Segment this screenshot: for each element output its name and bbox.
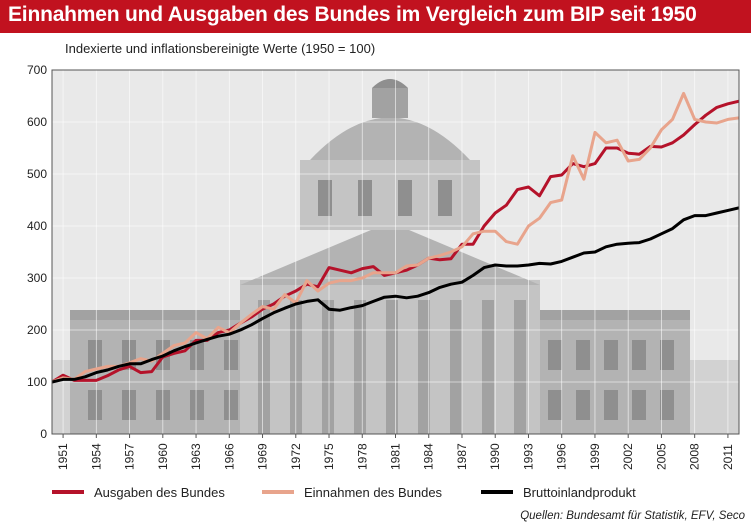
backdrop-column	[322, 300, 334, 434]
backdrop-window	[576, 340, 590, 370]
backdrop-column	[482, 300, 494, 434]
backdrop-pediment	[240, 222, 540, 285]
y-tick-label: 400	[27, 219, 47, 233]
backdrop-column	[354, 300, 366, 434]
y-tick-label: 300	[27, 271, 47, 285]
backdrop-column	[386, 300, 398, 434]
backdrop-window	[88, 340, 102, 370]
backdrop-window	[576, 390, 590, 420]
backdrop-window	[190, 390, 204, 420]
backdrop-dome	[310, 117, 470, 160]
backdrop-window	[604, 390, 618, 420]
backdrop-window	[632, 390, 646, 420]
series-layer	[52, 91, 739, 384]
x-tick-label: 1999	[588, 443, 602, 470]
backdrop-window	[548, 390, 562, 420]
backdrop-window	[224, 390, 238, 420]
legend-label-bip: Bruttoinlandprodukt	[523, 484, 636, 500]
backdrop-window	[398, 180, 412, 216]
legend-label-ausgaben: Ausgaben des Bundes	[94, 484, 225, 500]
backdrop-window	[190, 340, 204, 370]
y-tick-label: 0	[40, 427, 47, 441]
series-line-einnahmen	[52, 91, 739, 384]
backdrop-window	[318, 180, 332, 216]
chart-subtitle: Indexierte und inflationsbereinigte Wert…	[65, 41, 376, 56]
x-tick-label: 1984	[422, 443, 436, 470]
x-tick-label: 1975	[322, 443, 336, 470]
backdrop-window	[660, 390, 674, 420]
backdrop-window	[604, 340, 618, 370]
backdrop-window	[224, 340, 238, 370]
backdrop-window	[358, 180, 372, 216]
backdrop-window	[438, 180, 452, 216]
x-tick-label: 2011	[721, 444, 735, 470]
y-tick-label: 200	[27, 323, 47, 337]
x-tick-label: 1969	[256, 443, 270, 470]
y-tick-label: 700	[27, 63, 47, 77]
backdrop-left-cornice	[70, 310, 250, 320]
backdrop-column	[418, 300, 430, 434]
y-tick-label: 100	[27, 375, 47, 389]
backdrop-column	[258, 300, 270, 434]
y-axis-ticks: 0 100 200 300 400 500 600 700	[27, 63, 47, 441]
x-tick-label: 1987	[455, 443, 469, 470]
x-tick-label: 1981	[389, 443, 403, 470]
x-tick-label: 1972	[289, 443, 303, 470]
legend-swatch-ausgaben	[52, 490, 84, 494]
legend-item-bip: Bruttoinlandprodukt	[481, 484, 636, 500]
x-tick-label: 1996	[555, 443, 569, 470]
x-tick-label: 1954	[89, 443, 103, 470]
x-tick-label: 2008	[688, 443, 702, 470]
title-bar	[0, 0, 751, 33]
chart-title: Einnahmen und Ausgaben des Bundes im Ver…	[8, 3, 697, 26]
backdrop-column	[514, 300, 526, 434]
x-tick-label: 1963	[189, 443, 203, 470]
backdrop-window	[122, 390, 136, 420]
legend-swatch-bip	[481, 490, 513, 494]
x-tick-label: 2005	[654, 443, 668, 470]
x-tick-label: 1990	[488, 443, 502, 470]
backdrop-right-cornice	[530, 310, 690, 320]
legend-item-ausgaben: Ausgaben des Bundes	[52, 484, 225, 500]
x-tick-label: 1993	[521, 443, 535, 470]
y-tick-label: 600	[27, 115, 47, 129]
x-tick-label: 1966	[222, 443, 236, 470]
x-tick-label: 1957	[123, 443, 137, 470]
backdrop-lantern-top	[372, 79, 408, 88]
source-note: Quellen: Bundesamt für Statistik, EFV, S…	[520, 510, 745, 522]
x-tick-label: 1960	[156, 443, 170, 470]
x-axis-ticks: 1951 1954 1957 1960 1963 1966 1969 1972 1975 1978…	[56, 434, 735, 470]
x-tick-label: 2002	[621, 443, 635, 470]
legend-label-einnahmen: Einnahmen des Bundes	[304, 484, 443, 500]
x-tick-label: 1951	[56, 443, 70, 470]
backdrop-window	[660, 340, 674, 370]
legend-item-einnahmen: Einnahmen des Bundes	[262, 484, 442, 500]
y-tick-label: 500	[27, 167, 47, 181]
backdrop-column	[450, 300, 462, 434]
series-line-bip	[52, 206, 739, 384]
backdrop-window	[88, 390, 102, 420]
legend-swatch-einnahmen	[262, 490, 294, 494]
backdrop-window	[548, 340, 562, 370]
backdrop-window	[632, 340, 646, 370]
backdrop-lantern	[372, 88, 408, 118]
x-tick-label: 1978	[355, 443, 369, 470]
